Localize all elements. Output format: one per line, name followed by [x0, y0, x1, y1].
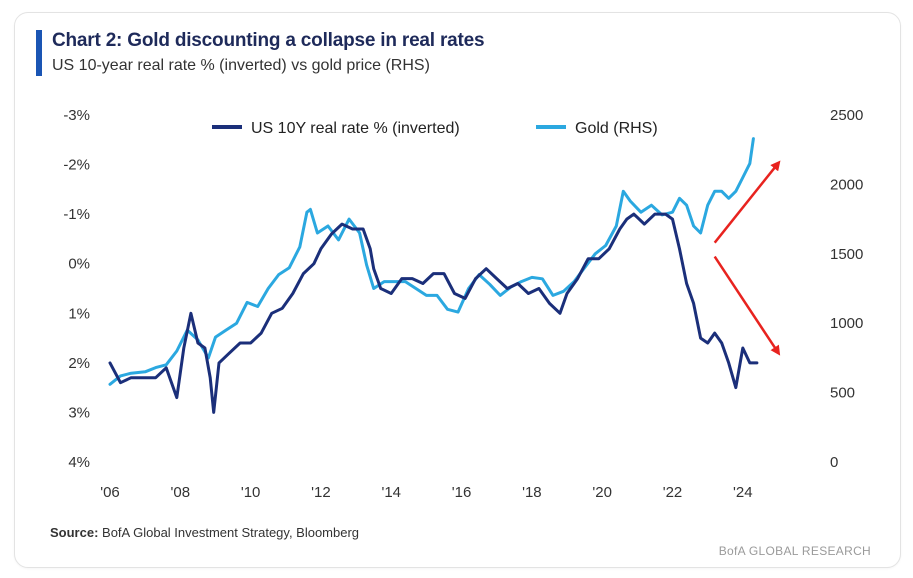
annotation-layer — [713, 160, 781, 356]
y-right-tick-label: 500 — [830, 385, 855, 402]
y-left-tick-label: -3% — [63, 107, 90, 124]
x-tick-label: '22 — [663, 484, 683, 501]
y-right-tick-label: 1000 — [830, 315, 863, 332]
legend-label-real-rate: US 10Y real rate % (inverted) — [251, 120, 460, 137]
x-tick-label: '12 — [311, 484, 331, 501]
arrow-up-annotation — [713, 160, 781, 244]
legend-label-gold: Gold (RHS) — [575, 120, 658, 137]
series-layer — [108, 137, 759, 414]
y-left-tick-label: 2% — [68, 355, 90, 372]
y-left-tick-label: 0% — [68, 256, 90, 273]
x-tick-label: '16 — [452, 484, 472, 501]
y-right-tick-label: 2000 — [830, 176, 863, 193]
x-tick-label: '24 — [733, 484, 753, 501]
y-left-tick-label: 4% — [68, 454, 90, 471]
y-right-tick-label: 2500 — [830, 107, 863, 124]
y-left-ticks: -3% -2% -1% 0% 1% 2% 3% 4% — [63, 107, 90, 471]
source-note: Source: BofA Global Investment Strategy,… — [50, 525, 359, 540]
chart-card — [14, 12, 901, 568]
x-tick-label: '14 — [381, 484, 401, 501]
y-left-tick-label: -1% — [63, 206, 90, 223]
x-tick-label: '10 — [241, 484, 261, 501]
x-tick-label: '20 — [592, 484, 612, 501]
y-left-tick-label: 3% — [68, 404, 90, 421]
source-label: Source: — [50, 525, 99, 540]
y-right-ticks: 2500 2000 1500 1000 500 0 — [830, 107, 863, 471]
x-tick-label: '06 — [100, 484, 120, 501]
x-tick-label: '08 — [171, 484, 191, 501]
chart-subtitle: US 10-year real rate % (inverted) vs gol… — [52, 57, 430, 74]
x-tick-label: '18 — [522, 484, 542, 501]
brand-watermark: BofA GLOBAL RESEARCH — [718, 544, 871, 558]
source-text: BofA Global Investment Strategy, Bloombe… — [102, 525, 360, 540]
series-line-gold — [108, 137, 755, 386]
chart-title: Chart 2: Gold discounting a collapse in … — [52, 30, 485, 51]
series-line-real-rate — [108, 212, 759, 414]
arrow-down-annotation — [713, 255, 781, 356]
x-ticks: '06 '08 '10 '12 '14 '16 '18 '20 '22 '24 — [100, 484, 752, 501]
y-left-tick-label: -2% — [63, 157, 90, 174]
y-right-tick-label: 0 — [830, 454, 838, 471]
y-right-tick-label: 1500 — [830, 246, 863, 263]
legend: US 10Y real rate % (inverted) Gold (RHS) — [212, 120, 658, 137]
y-left-tick-label: 1% — [68, 305, 90, 322]
title-accent-bar — [36, 30, 42, 76]
